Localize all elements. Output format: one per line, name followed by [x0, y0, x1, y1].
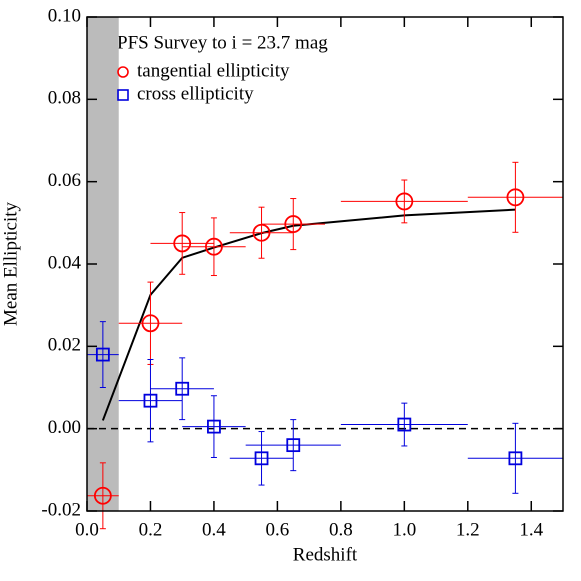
y-tick-label: 0.10 — [48, 5, 81, 26]
y-tick-label: 0.04 — [48, 252, 82, 273]
data-point — [252, 223, 271, 242]
data-point — [141, 314, 160, 333]
data-point — [506, 188, 525, 207]
data-point — [175, 381, 190, 396]
x-tick-label: 0.8 — [329, 519, 353, 540]
legend-label: tangential ellipticity — [137, 60, 290, 81]
data-point — [207, 419, 221, 434]
y-axis-label: Mean Ellipticity — [0, 202, 21, 327]
plot-frame — [86, 16, 564, 512]
y-tick-label: 0.08 — [48, 88, 81, 109]
y-tick-label: -0.02 — [41, 499, 81, 520]
legend-marker — [117, 89, 129, 101]
x-tick-label: 0.4 — [202, 519, 226, 540]
legend-label: cross ellipticity — [137, 83, 254, 104]
y-tick-label: 0.02 — [48, 335, 81, 356]
data-point — [143, 393, 158, 408]
x-tick-label: 1.4 — [519, 519, 543, 540]
x-tick-label: 0.6 — [266, 519, 290, 540]
legend-marker — [117, 66, 129, 78]
x-tick-label: 0.2 — [139, 519, 163, 540]
data-point — [286, 438, 301, 453]
data-point — [205, 237, 223, 256]
x-tick-label: 0.0 — [75, 519, 99, 540]
data-point — [173, 234, 192, 253]
data-point — [95, 347, 110, 362]
y-tick-label: 0.00 — [48, 417, 81, 438]
data-point — [93, 486, 112, 505]
y-tick-label: 0.06 — [48, 170, 81, 191]
data-point — [397, 417, 412, 432]
data-point — [284, 215, 303, 233]
data-point — [254, 451, 269, 466]
data-point — [395, 192, 414, 211]
data-point — [508, 451, 523, 466]
chart-title: PFS Survey to i = 23.7 mag — [117, 32, 328, 53]
x-tick-label: 1.0 — [392, 519, 416, 540]
x-tick-label: 1.2 — [456, 519, 480, 540]
x-axis-label: Redshift — [293, 544, 358, 565]
model-line — [101, 208, 516, 421]
